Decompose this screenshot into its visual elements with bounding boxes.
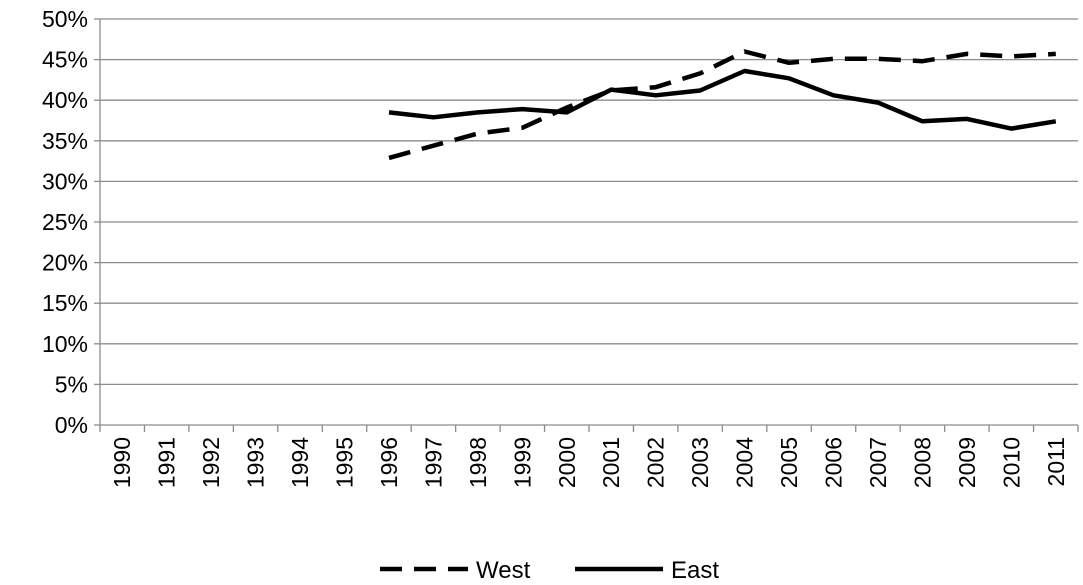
y-tick-label: 35% <box>42 128 88 154</box>
x-tick-label: 2010 <box>998 437 1024 488</box>
x-tick-label: 2002 <box>643 437 669 488</box>
y-tick-label: 45% <box>42 47 88 73</box>
x-tick-label: 2007 <box>865 437 891 488</box>
x-tick-label: 1992 <box>198 437 224 488</box>
y-tick-label: 10% <box>42 331 88 357</box>
x-tick-label: 1991 <box>154 437 180 488</box>
legend: West East <box>380 557 719 584</box>
x-tick-label: 1995 <box>332 437 358 488</box>
x-tick-label: 2008 <box>909 437 935 488</box>
x-tick-label: 1997 <box>420 437 446 488</box>
x-tick-label: 2003 <box>687 437 713 488</box>
x-tick-label: 1998 <box>465 437 491 488</box>
y-tick-label: 5% <box>55 371 88 397</box>
gridlines <box>100 18 1078 386</box>
series-line-west <box>388 49 1056 161</box>
x-tick-label: 2011 <box>1043 437 1069 486</box>
legend-label-west: West <box>476 557 531 584</box>
x-axis-tick-labels: 1990 1991 1992 1993 1994 1995 1996 1997 1998 1999… <box>109 437 1069 488</box>
x-tick-label: 1996 <box>376 437 402 488</box>
axes <box>94 18 1079 432</box>
y-tick-label: 40% <box>42 87 88 113</box>
x-tick-label: 1994 <box>287 437 313 488</box>
x-tick-label: 1999 <box>509 437 535 488</box>
y-tick-label: 15% <box>42 290 88 316</box>
y-axis-tick-labels: 0% 5% 10% 15% 20% 25% 30% 35% 40% 45% 50% <box>42 6 88 438</box>
y-tick-label: 30% <box>42 168 88 194</box>
y-tick-label: 25% <box>42 209 88 235</box>
y-tick-label: 0% <box>55 412 88 438</box>
x-tick-label: 1990 <box>109 437 135 488</box>
x-tick-label: 2009 <box>954 437 980 488</box>
y-tick-label: 50% <box>42 6 88 32</box>
x-tick-label: 2000 <box>554 437 580 488</box>
x-tick-label: 1993 <box>243 437 269 488</box>
x-tick-label: 2006 <box>821 437 847 488</box>
legend-label-east: East <box>671 557 719 584</box>
series-lines <box>388 49 1057 161</box>
y-tick-label: 20% <box>42 250 88 276</box>
x-tick-label: 2001 <box>598 437 624 488</box>
x-tick-label: 2005 <box>776 437 802 488</box>
x-tick-label: 2004 <box>732 437 758 488</box>
series-line-east <box>388 68 1057 131</box>
